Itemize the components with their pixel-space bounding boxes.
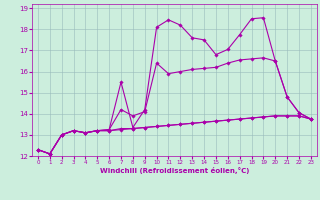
X-axis label: Windchill (Refroidissement éolien,°C): Windchill (Refroidissement éolien,°C) (100, 167, 249, 174)
